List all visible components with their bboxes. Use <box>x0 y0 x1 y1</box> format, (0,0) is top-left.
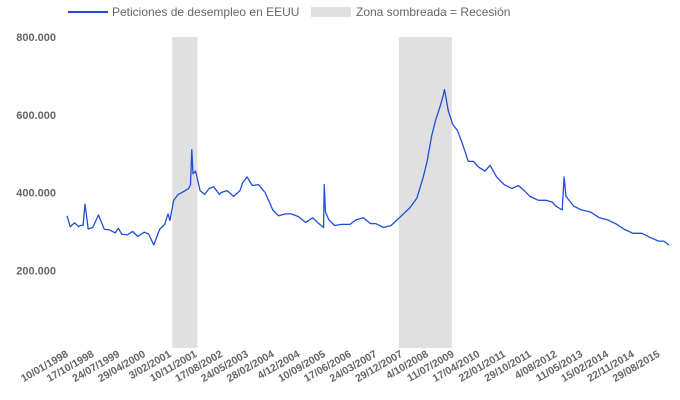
legend-series-label: Peticiones de desempleo en EEUU <box>112 5 299 19</box>
legend-recession-label: Zona sombreada = Recesión <box>356 5 510 19</box>
y-tick-label: 200.000 <box>16 265 56 277</box>
recession-band-1 <box>172 37 198 348</box>
x-axis-ticks: 10/01/199817/10/199824/07/199929/04/2000… <box>19 348 662 385</box>
recession-bands <box>172 37 452 348</box>
y-tick-label: 400.000 <box>16 188 56 200</box>
y-axis-ticks: 200.000 400.000 600.000 800.000 <box>16 32 56 277</box>
legend: Peticiones de desempleo en EEUU Zona som… <box>68 5 510 19</box>
legend-recession-swatch <box>311 7 351 17</box>
y-tick-label: 600.000 <box>16 110 56 122</box>
recession-band-2 <box>398 37 452 348</box>
series-line-initial-claims <box>66 88 670 246</box>
y-tick-label: 800.000 <box>16 32 56 44</box>
